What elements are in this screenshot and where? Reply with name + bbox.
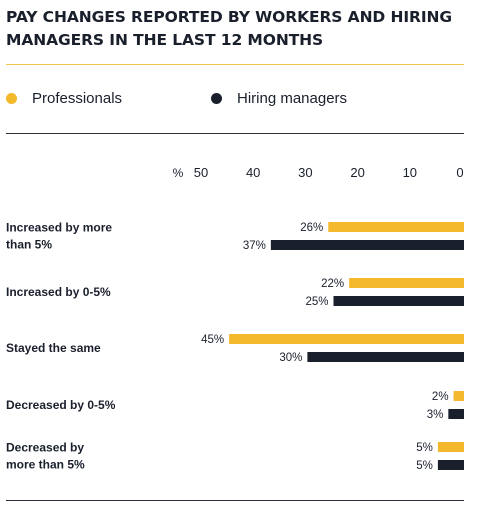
bottom-divider [6,500,464,501]
category-label-4: Decreased by 0-5% [6,398,116,412]
data-label-professionals-1: 26% [300,222,323,234]
tick-label-20: 20 [350,165,364,180]
data-label-hiring-managers-1: 37% [243,240,266,252]
data-label-hiring-managers-2: 25% [305,296,328,308]
tick-label-10: 10 [403,165,417,180]
category-label-5-line-1: Decreased by [6,441,84,455]
bar-professionals-1 [328,222,464,232]
category-label-2: Increased by 0-5% [6,285,111,299]
data-label-hiring-managers-4: 3% [427,409,444,421]
chart-title: PAY CHANGES REPORTED BY WORKERS AND HIRI… [6,6,476,52]
category-label-3: Stayed the same [6,341,101,355]
bar-professionals-5 [437,442,464,452]
legend-swatch-hiring-managers [211,93,222,104]
bar-professionals-4 [453,391,464,401]
chart-title-line-2: MANAGERS IN THE LAST 12 MONTHS [6,31,324,49]
category-label-1-line-2: than 5% [6,238,52,252]
legend-label-professionals: Professionals [32,90,123,107]
legend-item-professionals: Professionals [6,90,122,107]
category-label-5-line-2: more than 5% [6,458,85,472]
legend-swatch-professionals [6,93,17,104]
bar-hiring-managers-5 [437,460,464,470]
tick-label-40: 40 [246,165,260,180]
data-label-hiring-managers-3: 30% [279,352,302,364]
chart-title-line-1: PAY CHANGES REPORTED BY WORKERS AND HIRI… [6,8,453,26]
title-divider [6,64,464,65]
data-label-professionals-2: 22% [321,278,344,290]
data-label-hiring-managers-5: 5% [416,460,433,472]
tick-label-0: 0 [456,165,463,180]
category-label-1-line-1: Increased by more [6,221,112,235]
legend-label-hiring-managers: Hiring managers [237,90,348,107]
data-label-professionals-3: 45% [201,334,224,346]
data-label-professionals-5: 5% [416,442,433,454]
data-label-professionals-4: 2% [432,391,449,403]
legend-item-hiring-managers: Hiring managers [211,90,347,107]
bar-professionals-2 [349,278,464,288]
bar-professionals-3 [229,334,464,344]
bar-hiring-managers-4 [448,409,464,419]
tick-label-50: 50 [194,165,208,180]
legend: Professionals Hiring managers [6,90,476,114]
bar-hiring-managers-3 [307,352,464,362]
bar-hiring-managers-1 [270,240,464,250]
bar-hiring-managers-2 [333,296,464,306]
axis-unit-label: % [173,166,184,180]
tick-label-30: 30 [298,165,312,180]
legend-divider [6,133,464,134]
